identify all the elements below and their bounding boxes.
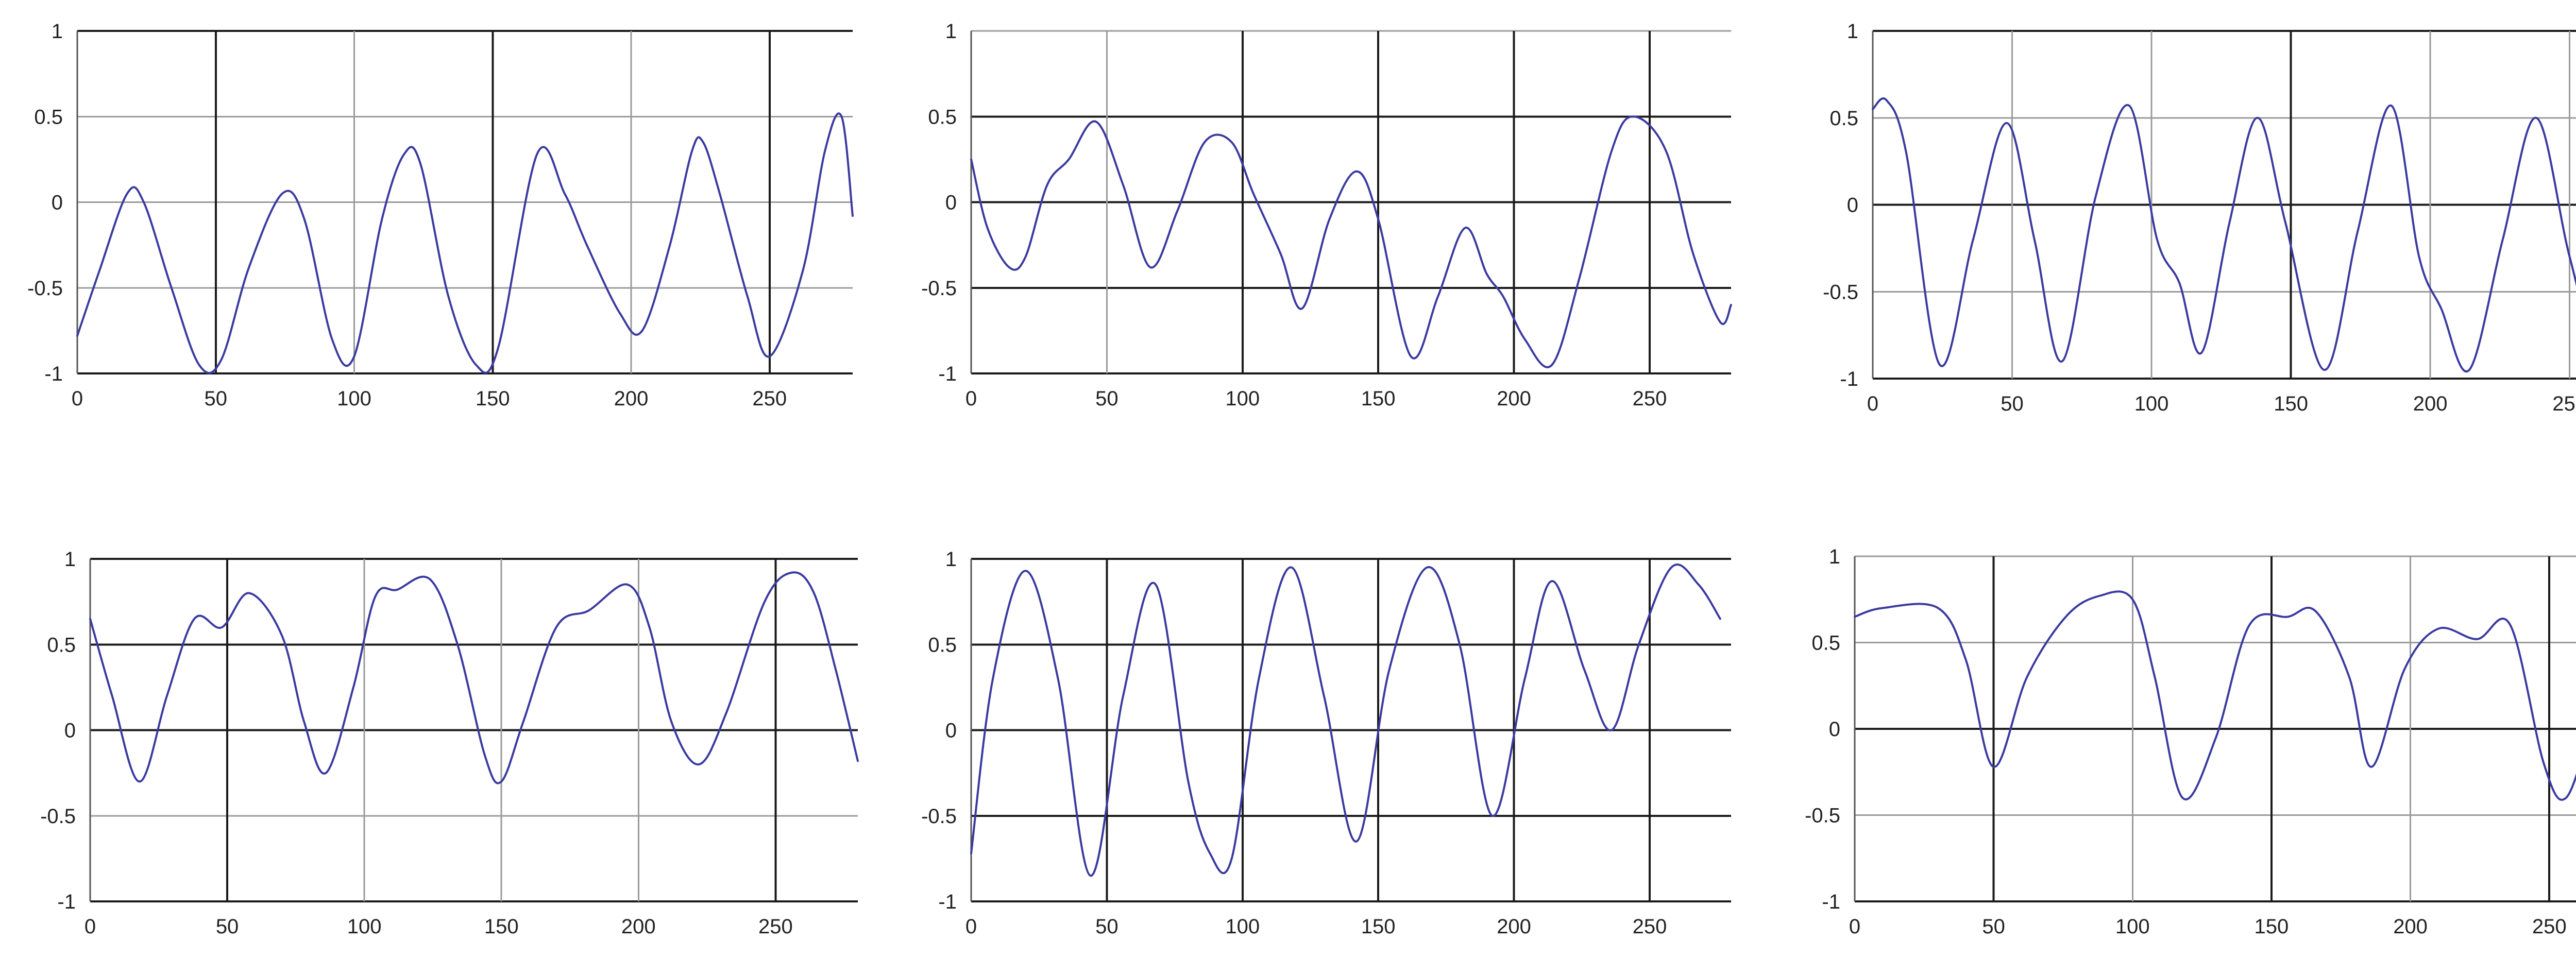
y-tick-label: 1 (1847, 20, 1858, 43)
y-tick-label: 0 (945, 192, 957, 214)
x-tick-label: 150 (1361, 387, 1396, 410)
x-tick-label: 100 (1225, 387, 1260, 410)
x-tick-label: 200 (1497, 915, 1531, 938)
x-tick-label: 50 (205, 387, 228, 410)
y-tick-label: 0.5 (928, 634, 957, 656)
x-tick-label: 100 (1225, 915, 1260, 938)
x-tick-label: 100 (347, 915, 382, 938)
x-tick-label: 0 (965, 915, 977, 938)
series-line (970, 115, 1732, 368)
y-tick-label: 0.5 (1829, 107, 1858, 130)
x-tick-label: 0 (1867, 392, 1878, 415)
x-tick-label: 250 (2532, 915, 2567, 938)
series-line (1872, 97, 2576, 373)
y-tick-label: 0 (1847, 194, 1858, 217)
x-tick-label: 100 (2115, 915, 2150, 938)
chart-panel-4: 1 0.5 0 -0.5 -1 0 50 100 150 200 250 (40, 548, 859, 938)
chart-panel-6: 1 0.5 0 -0.5 -1 0 50 100 150 200 250 (1805, 545, 2576, 938)
y-tick-label: 1 (64, 548, 76, 571)
x-tick-label: 100 (337, 387, 371, 410)
chart-panel-3: 1 0.5 0 -0.5 -1 0 50 100 150 200 250 (1823, 20, 2576, 415)
y-tick-label: -0.5 (27, 277, 63, 300)
y-tick-label: -1 (1840, 368, 1858, 390)
x-tick-label: 250 (1633, 915, 1667, 938)
series-line (970, 564, 1721, 877)
series-line (1854, 590, 2576, 801)
x-tick-label: 150 (2255, 915, 2289, 938)
y-tick-label: 0.5 (928, 106, 957, 128)
x-tick-label: 50 (1095, 387, 1118, 410)
y-tick-label: -0.5 (1805, 805, 1840, 827)
x-tick-label: 200 (614, 387, 649, 410)
chart-panel-5: 1 0.5 0 -0.5 -1 0 50 100 150 200 250 (921, 548, 1731, 938)
x-tick-label: 0 (72, 387, 83, 410)
y-tick-label: -1 (938, 891, 957, 913)
x-tick-label: 250 (758, 915, 793, 938)
x-tick-label: 250 (752, 387, 787, 410)
y-tick-label: -0.5 (921, 805, 957, 828)
y-tick-label: 1 (1829, 545, 1840, 568)
x-tick-label: 200 (2413, 392, 2448, 415)
y-tick-label: -1 (57, 891, 76, 913)
x-tick-label: 50 (1982, 915, 2005, 938)
x-tick-label: 50 (1095, 915, 1118, 938)
y-tick-label: 0.5 (47, 634, 76, 656)
y-tick-label: -1 (44, 363, 63, 385)
x-tick-label: 200 (621, 915, 656, 938)
y-tick-label: 1 (945, 548, 957, 571)
y-tick-label: 0 (52, 192, 63, 214)
y-tick-label: 0 (1829, 718, 1840, 741)
y-tick-label: 0.5 (1811, 632, 1840, 655)
x-tick-label: 150 (2274, 392, 2308, 415)
x-tick-label: 50 (2001, 392, 2024, 415)
y-tick-label: 0.5 (34, 106, 63, 128)
chart-panel-2: 1 0.5 0 -0.5 -1 0 50 100 150 200 250 (921, 20, 1732, 410)
series-line (89, 571, 859, 784)
y-tick-label: -0.5 (40, 805, 76, 828)
x-tick-label: 150 (484, 915, 519, 938)
x-tick-label: 0 (1849, 915, 1860, 938)
x-tick-label: 100 (2134, 392, 2169, 415)
series-line (76, 112, 854, 374)
y-tick-label: -1 (938, 363, 957, 385)
y-tick-label: -0.5 (1823, 281, 1858, 303)
x-tick-label: 150 (476, 387, 510, 410)
y-tick-label: -1 (1822, 891, 1840, 913)
y-tick-label: -0.5 (921, 277, 957, 300)
x-tick-label: 200 (1497, 387, 1531, 410)
y-tick-label: 1 (945, 20, 957, 43)
y-tick-label: 0 (64, 720, 76, 742)
x-tick-label: 0 (84, 915, 96, 938)
x-tick-label: 250 (1633, 387, 1667, 410)
x-tick-label: 0 (965, 387, 977, 410)
x-tick-label: 150 (1361, 915, 1396, 938)
chart-panel-1: 1 0.5 0 -0.5 -1 0 50 100 150 200 250 (27, 20, 854, 410)
x-tick-label: 250 (2552, 392, 2576, 415)
x-tick-label: 50 (216, 915, 239, 938)
y-tick-label: 0 (945, 720, 957, 742)
y-tick-label: 1 (52, 20, 63, 43)
x-tick-label: 200 (2393, 915, 2428, 938)
